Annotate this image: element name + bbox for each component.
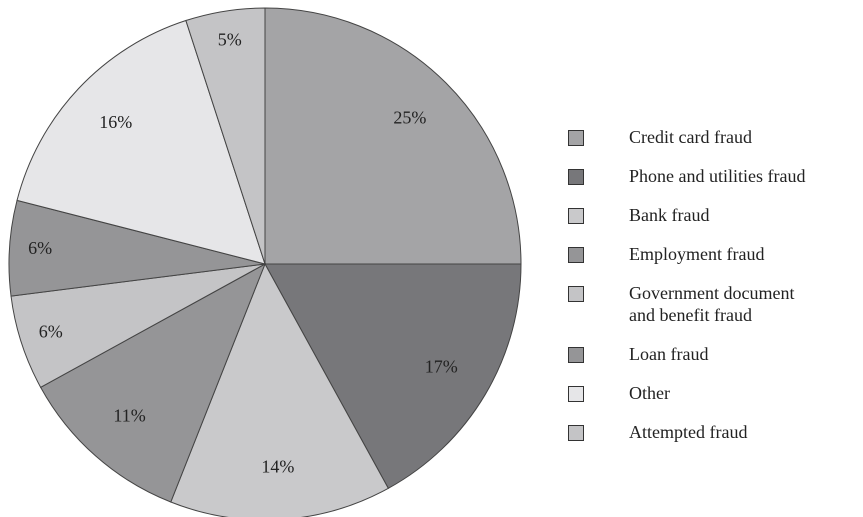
legend-item: Attempted fraud — [566, 421, 863, 443]
legend-swatch — [568, 347, 584, 363]
legend-label: Employment fraud — [629, 244, 765, 264]
legend: Credit card fraud Phone and utilities fra… — [566, 126, 863, 460]
legend-item: Credit card fraud — [566, 126, 863, 148]
legend-label: Bank fraud — [629, 205, 710, 225]
data-label: 17% — [425, 356, 458, 376]
legend-item: Other — [566, 382, 863, 404]
data-label: 6% — [28, 238, 52, 258]
legend-swatch — [568, 208, 584, 224]
pie-slice — [39, 262, 266, 503]
pie-slice — [170, 262, 390, 517]
legend-swatch — [568, 130, 584, 146]
legend-swatch — [568, 386, 584, 402]
legend-item: Loan fraud — [566, 343, 863, 365]
legend-item: Bank fraud — [566, 204, 863, 226]
legend-swatch — [568, 286, 584, 302]
legend-item: Government document and benefit fraud — [566, 282, 863, 326]
data-label: 14% — [261, 457, 294, 477]
pie: 25% 17% 14% 11% 6% 6% 16% 5% — [8, 7, 522, 517]
legend-label: Loan fraud — [629, 344, 709, 364]
legend-label: Government document and benefit fraud — [629, 283, 795, 325]
pie-slice — [185, 7, 266, 265]
legend-swatch — [568, 169, 584, 185]
legend-swatch — [568, 247, 584, 263]
data-label: 16% — [99, 112, 132, 132]
pie-slice — [264, 7, 522, 265]
data-label: 25% — [393, 107, 426, 127]
data-label: 11% — [113, 406, 145, 426]
data-label: 5% — [218, 30, 242, 50]
data-label: 6% — [39, 322, 63, 342]
legend-item: Employment fraud — [566, 243, 863, 265]
pie-slice — [16, 19, 266, 265]
legend-item: Phone and utilities fraud — [566, 165, 863, 187]
legend-label: Credit card fraud — [629, 127, 752, 147]
pie-slice — [264, 263, 522, 490]
legend-label: Other — [629, 383, 670, 403]
legend-label: Attempted fraud — [629, 422, 748, 442]
legend-label: Phone and utilities fraud — [629, 166, 806, 186]
legend-swatch — [568, 425, 584, 441]
